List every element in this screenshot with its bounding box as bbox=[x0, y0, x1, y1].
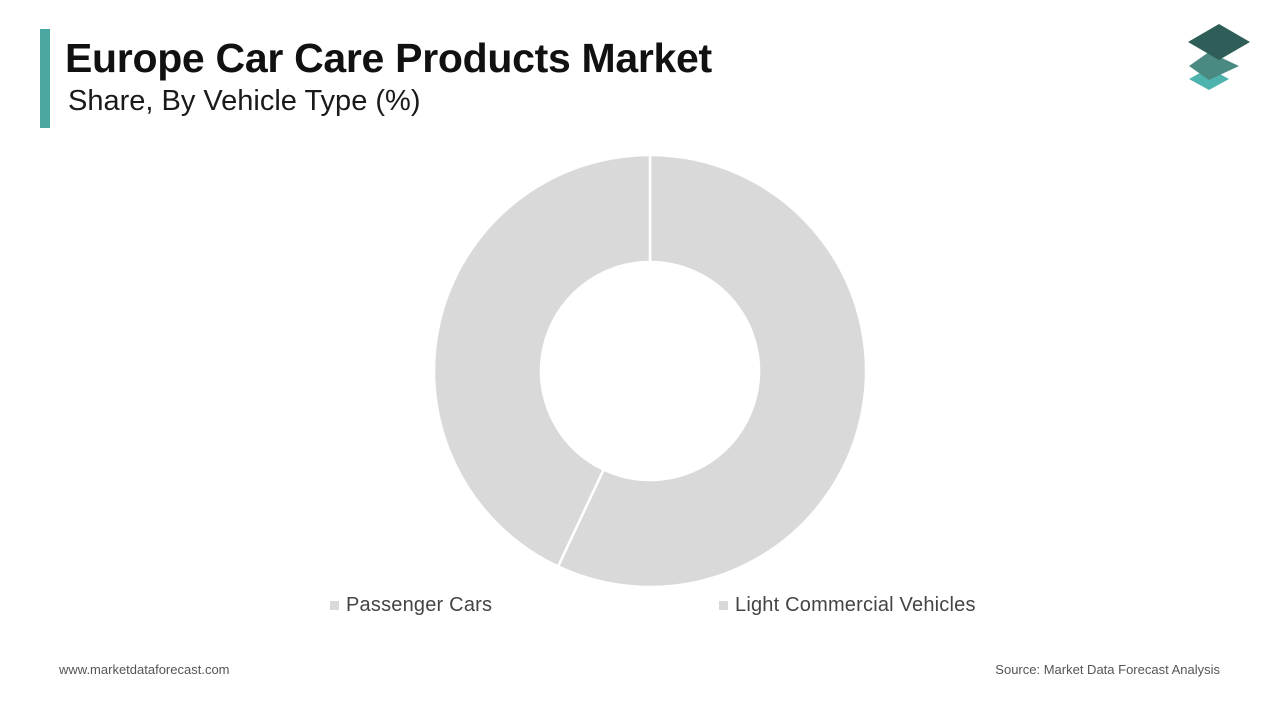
footer-source: Source: Market Data Forecast Analysis bbox=[995, 662, 1220, 677]
title-accent-bar bbox=[40, 29, 50, 128]
chart-legend: Passenger Cars Light Commercial Vehicles bbox=[0, 594, 1280, 622]
legend-swatch-light-commercial-vehicles bbox=[719, 601, 728, 610]
legend-item-light-commercial-vehicles: Light Commercial Vehicles bbox=[719, 594, 976, 617]
logo-middle-layer bbox=[1189, 52, 1239, 80]
legend-item-passenger-cars: Passenger Cars bbox=[330, 594, 492, 617]
logo-top-layer bbox=[1188, 24, 1250, 60]
legend-label-passenger-cars: Passenger Cars bbox=[346, 594, 493, 616]
legend-swatch-passenger-cars bbox=[330, 601, 339, 610]
footer-website: www.marketdataforecast.com bbox=[59, 662, 230, 677]
layered-diamonds-logo-icon bbox=[1188, 24, 1250, 90]
legend-label-light-commercial-vehicles: Light Commercial Vehicles bbox=[735, 594, 976, 616]
donut-slices bbox=[432, 153, 868, 589]
donut-slice-light-commercial-vehicles bbox=[432, 153, 652, 569]
donut-slice-passenger-cars bbox=[556, 153, 868, 589]
chart-title: Europe Car Care Products Market bbox=[65, 35, 712, 81]
chart-subtitle: Share, By Vehicle Type (%) bbox=[68, 85, 421, 117]
